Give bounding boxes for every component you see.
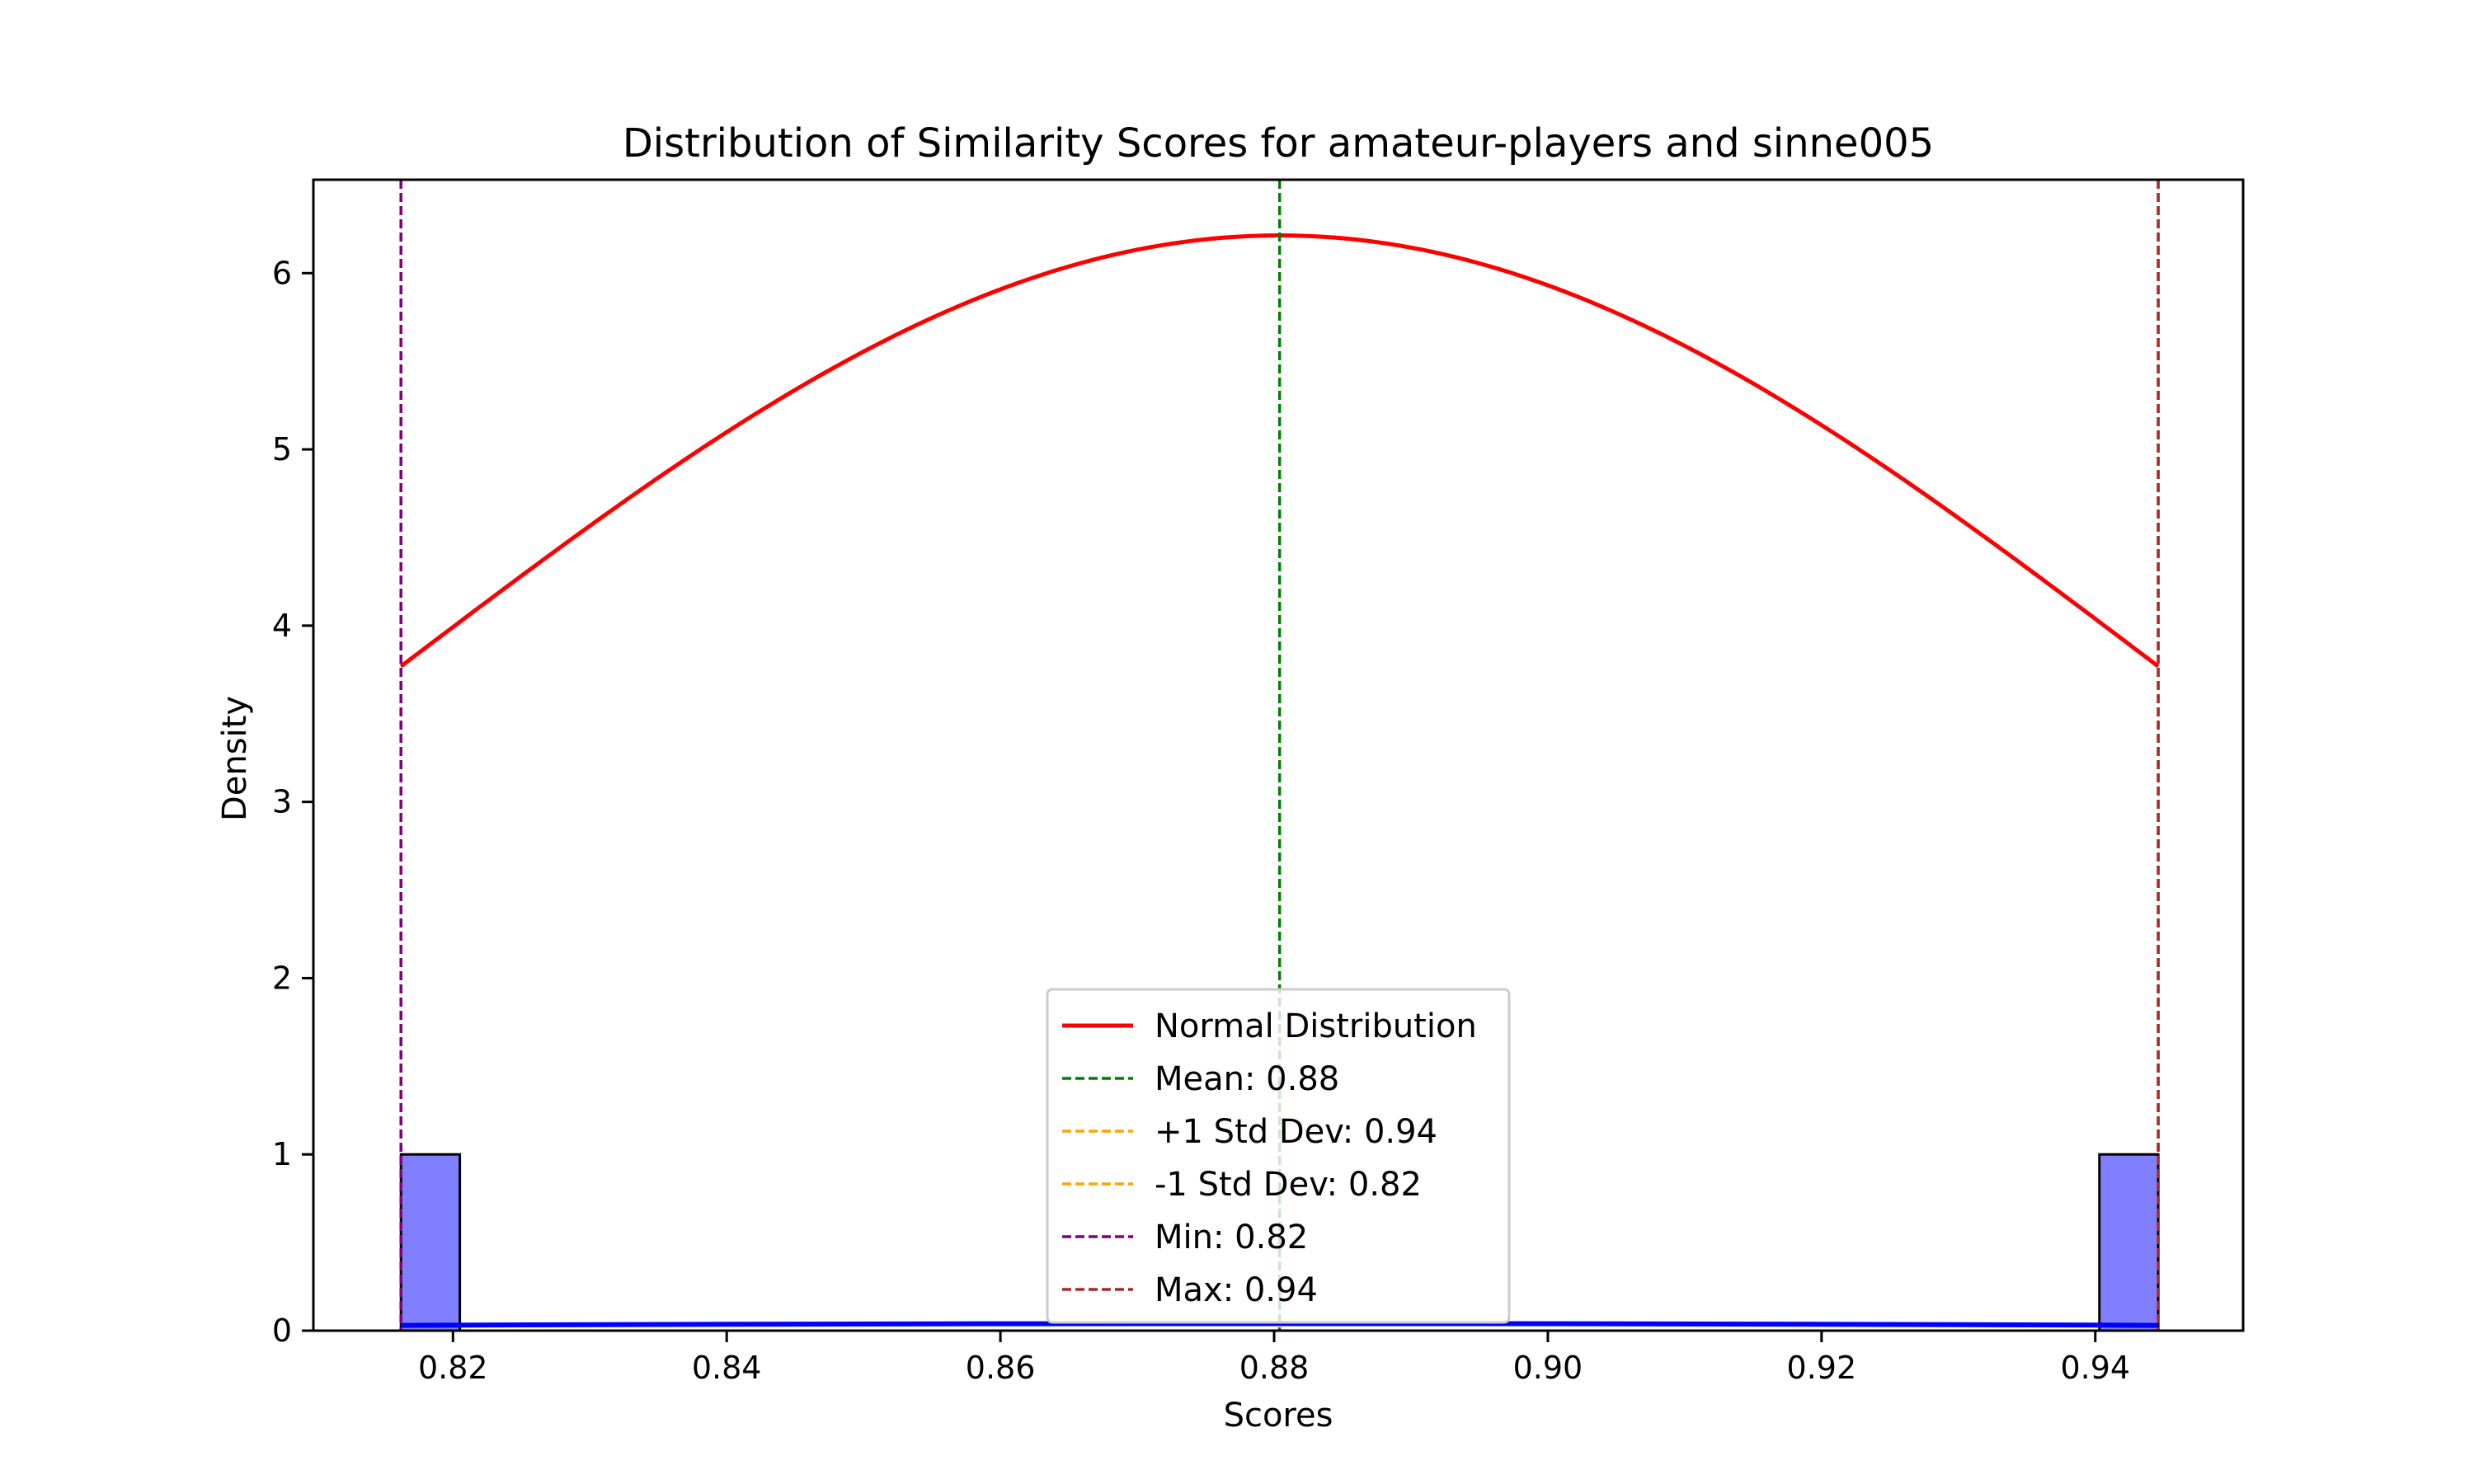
kde-line — [401, 1321, 2159, 1328]
legend-entry-5: Min: 0.82 — [1155, 1219, 1308, 1256]
plot-frame — [312, 178, 2245, 1332]
y-tick-label: 3 — [272, 784, 292, 820]
x-tick-label: 0.84 — [692, 1350, 762, 1386]
x-tick-label: 0.86 — [966, 1350, 1036, 1386]
y-axis-label: Density — [216, 696, 254, 821]
y-tick-label: 4 — [272, 608, 292, 644]
legend-entry-1: Normal Distribution — [1155, 1007, 1477, 1045]
legend: Normal Distribution Mean: 0.88 +1 Std Dev:… — [1046, 988, 1511, 1324]
x-axis: 0.82 0.84 0.86 0.88 0.90 0.92 0.94 — [418, 1331, 2130, 1386]
y-tick-label: 1 — [272, 1136, 292, 1172]
x-tick-label: 0.82 — [418, 1350, 488, 1386]
y-tick-label: 6 — [272, 255, 292, 291]
legend-entry-6: Max: 0.94 — [1155, 1271, 1318, 1309]
legend-entry-4: -1 Std Dev: 0.82 — [1155, 1166, 1422, 1204]
x-tick-label: 0.92 — [1787, 1350, 1857, 1386]
histogram-bar-2 — [2098, 1153, 2160, 1332]
y-axis: 0 1 2 3 4 5 6 — [272, 255, 313, 1349]
legend-entry-2: Mean: 0.88 — [1155, 1060, 1339, 1098]
y-tick-label: 5 — [272, 431, 292, 467]
chart-title: Distribution of Similarity Scores for am… — [623, 120, 1934, 167]
x-axis-label: Scores — [1224, 1397, 1333, 1435]
x-tick-label: 0.88 — [1239, 1350, 1310, 1386]
plot-area — [312, 178, 2245, 1332]
x-tick-label: 0.94 — [2060, 1350, 2130, 1386]
x-tick-label: 0.90 — [1513, 1350, 1583, 1386]
y-tick-label: 0 — [272, 1313, 292, 1349]
y-tick-label: 2 — [272, 960, 292, 996]
histogram-bar-1 — [399, 1153, 462, 1332]
legend-box — [1046, 988, 1511, 1324]
legend-entry-3: +1 Std Dev: 0.94 — [1155, 1113, 1437, 1151]
